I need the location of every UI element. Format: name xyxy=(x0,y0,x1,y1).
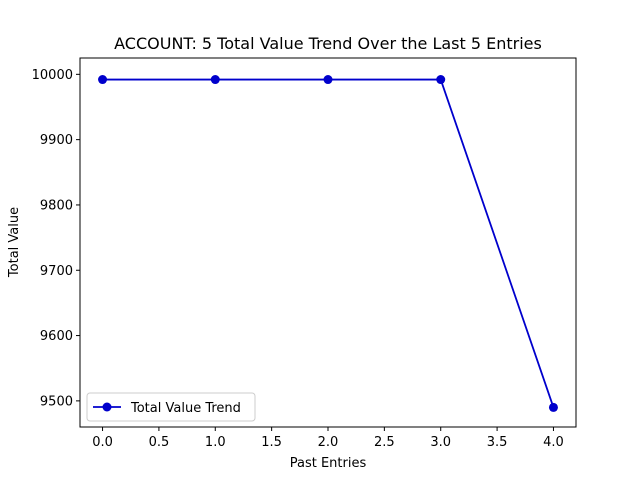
y-tick-label: 10000 xyxy=(32,68,73,83)
plot-area-frame xyxy=(79,57,577,428)
x-tick-label: 0.5 xyxy=(149,435,170,450)
y-tick-label: 9600 xyxy=(40,329,73,344)
x-tick-label: 2.5 xyxy=(374,435,395,450)
x-tick-label: 3.5 xyxy=(487,435,508,450)
y-tick-label: 9700 xyxy=(40,264,73,279)
data-point xyxy=(323,75,333,85)
x-tick-label: 4.0 xyxy=(543,435,564,450)
legend-box xyxy=(86,392,256,422)
x-tick-label: 1.0 xyxy=(205,435,226,450)
chart-title: ACCOUNT: 5 Total Value Trend Over the La… xyxy=(114,34,542,53)
y-axis: 9500 9600 9700 9800 9900 10000 xyxy=(32,68,80,409)
y-tick-label: 9800 xyxy=(40,198,73,213)
x-tick-label: 1.5 xyxy=(261,435,282,450)
data-point xyxy=(436,75,446,85)
y-tick-label: 9900 xyxy=(40,133,73,148)
series-line xyxy=(102,78,555,408)
data-point xyxy=(210,75,220,85)
legend: Total Value Trend xyxy=(86,392,256,422)
legend-entry-total-value-trend: Total Value Trend xyxy=(130,401,241,416)
x-tick-label: 0.0 xyxy=(92,435,113,450)
series-layer xyxy=(98,75,558,412)
x-tick-label: 3.0 xyxy=(430,435,451,450)
legend-marker-swatch xyxy=(102,402,112,412)
y-axis-label: Total Value xyxy=(7,207,22,278)
data-point xyxy=(98,75,108,85)
x-tick-label: 2.0 xyxy=(318,435,339,450)
y-tick-label: 9500 xyxy=(40,394,73,409)
x-axis-label: Past Entries xyxy=(290,456,367,471)
x-axis: 0.0 0.5 1.0 1.5 2.0 2.5 3.0 3.5 4.0 xyxy=(92,427,564,450)
data-point xyxy=(548,402,558,412)
